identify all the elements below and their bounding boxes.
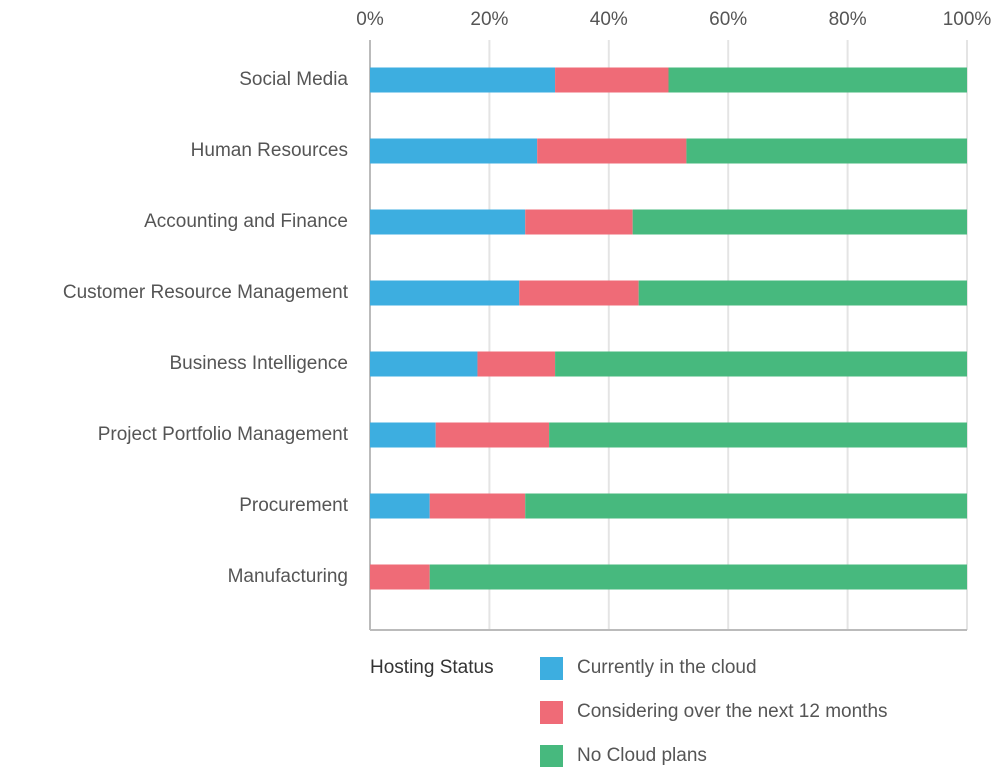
bar-segment: [370, 351, 478, 377]
bar-segment: [537, 138, 687, 164]
x-tick-label: 20%: [470, 9, 508, 30]
legend-swatch: [540, 745, 563, 767]
bar-segment: [370, 493, 430, 519]
y-tick-label: Human Resources: [191, 140, 348, 161]
x-tick-label: 100%: [943, 9, 992, 30]
bar-segment: [477, 351, 556, 377]
y-tick-label: Social Media: [239, 69, 348, 90]
x-tick-label: 40%: [590, 9, 628, 30]
bar-segment: [370, 280, 520, 306]
bar-segment: [555, 67, 669, 93]
legend-label: Considering over the next 12 months: [577, 701, 888, 722]
bar-segment: [525, 493, 967, 519]
legend-label: No Cloud plans: [577, 745, 707, 766]
bar-segment: [519, 280, 639, 306]
bar-segment: [549, 422, 967, 448]
y-tick-label: Customer Resource Management: [63, 282, 349, 303]
bar-segment: [525, 209, 633, 235]
bar-segment: [686, 138, 967, 164]
y-tick-label: Procurement: [239, 495, 348, 516]
bar-segment: [370, 422, 436, 448]
bar-segment: [370, 209, 526, 235]
y-tick-label: Manufacturing: [228, 566, 348, 587]
bar-segment: [632, 209, 967, 235]
x-tick-label: 80%: [829, 9, 867, 30]
y-tick-label: Business Intelligence: [170, 353, 349, 374]
legend-swatch: [540, 657, 563, 680]
bar-segment: [668, 67, 967, 93]
y-tick-label: Project Portfolio Management: [98, 424, 349, 445]
bar-segment: [370, 138, 538, 164]
bar-segment: [370, 67, 556, 93]
bar-segment: [435, 422, 550, 448]
bar-segment: [429, 493, 526, 519]
bar-segment: [429, 564, 967, 590]
legend-label: Currently in the cloud: [577, 657, 757, 678]
bar-segment: [370, 564, 430, 590]
x-tick-label: 60%: [709, 9, 747, 30]
x-tick-label: 0%: [356, 9, 384, 30]
legend-title: Hosting Status: [370, 657, 494, 678]
bar-segment: [638, 280, 967, 306]
y-tick-label: Accounting and Finance: [144, 211, 348, 232]
bar-segment: [555, 351, 967, 377]
legend-swatch: [540, 701, 563, 724]
